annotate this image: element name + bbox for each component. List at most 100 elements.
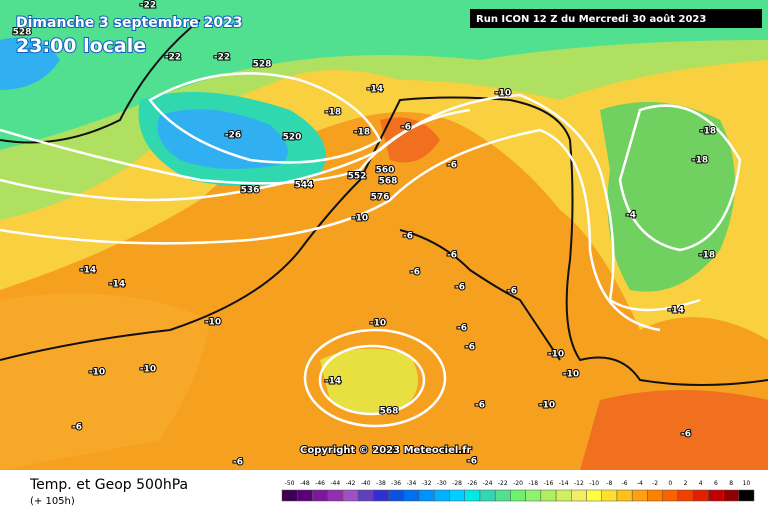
map-label: -6 <box>455 283 465 293</box>
legend-label: -44 <box>330 480 340 487</box>
legend-swatch <box>540 489 557 502</box>
legend-label: -26 <box>467 480 477 487</box>
legend-label: 6 <box>714 480 718 487</box>
legend-label: -12 <box>574 480 584 487</box>
legend-swatch <box>479 489 496 502</box>
legend-swatch <box>708 489 724 502</box>
map-label: -10 <box>205 318 221 328</box>
legend-swatch <box>692 489 709 502</box>
legend-label: -28 <box>452 480 462 487</box>
legend-label: 4 <box>699 480 703 487</box>
map-label: -22 <box>165 53 181 63</box>
legend-swatch <box>616 489 633 502</box>
legend-label: -16 <box>544 480 554 487</box>
map-label: 520 <box>283 133 302 143</box>
map-label: -4 <box>626 211 636 221</box>
map-label: 544 <box>295 181 314 191</box>
legend-swatch <box>677 489 694 502</box>
legend-swatch <box>312 489 328 502</box>
legend-swatch <box>723 489 740 502</box>
map-label: -14 <box>80 266 96 276</box>
map-label: -6 <box>72 423 82 433</box>
legend-label: -20 <box>513 480 523 487</box>
legend-label: -36 <box>391 480 401 487</box>
map-label: -22 <box>214 53 230 63</box>
map-label: -10 <box>89 368 105 378</box>
legend-swatch <box>449 489 465 502</box>
map-label: -22 <box>140 1 156 11</box>
map-label: -14 <box>109 280 125 290</box>
legend-swatch <box>373 489 389 502</box>
legend-label: -4 <box>637 480 643 487</box>
legend-swatch <box>601 489 618 502</box>
geopotential-contours <box>0 72 742 428</box>
date-label: Dimanche 3 septembre 2023 <box>16 15 243 31</box>
footer-title: Temp. et Geop 500hPa <box>29 477 188 493</box>
map-label: -10 <box>352 214 368 224</box>
legend-label: -24 <box>483 480 493 487</box>
legend-swatch <box>434 489 450 502</box>
legend-label: -34 <box>407 480 417 487</box>
map-label: -6 <box>467 457 477 467</box>
legend-label: -30 <box>437 480 447 487</box>
map-label: -6 <box>233 458 243 468</box>
legend-label: -42 <box>346 480 356 487</box>
copyright: Copyright © 2023 Meteociel.fr <box>300 445 471 456</box>
legend-swatch <box>510 489 526 502</box>
run-banner <box>470 9 762 28</box>
legend-swatch <box>281 489 298 502</box>
map-label: 552 <box>348 172 367 182</box>
map-label: -10 <box>548 350 564 360</box>
map-label: -6 <box>410 268 420 278</box>
legend-swatch <box>647 489 663 502</box>
map-label: -6 <box>465 343 475 353</box>
map-label: -6 <box>447 161 457 171</box>
map-label: -18 <box>700 127 716 137</box>
map-label: -6 <box>507 287 517 297</box>
map-label: -6 <box>457 324 467 334</box>
map-label: -18 <box>325 108 341 118</box>
legend-label: 10 <box>743 480 751 487</box>
map-label: -6 <box>401 123 411 133</box>
legend-swatch <box>571 489 587 502</box>
legend-swatch <box>525 489 542 502</box>
legend-label: -50 <box>285 480 295 487</box>
map-label: -6 <box>681 430 691 440</box>
legend-label: -32 <box>422 480 432 487</box>
legend-label: -40 <box>361 480 371 487</box>
map-label: 528 <box>253 60 272 70</box>
legend-swatch <box>296 489 313 502</box>
map-label: -18 <box>699 251 715 261</box>
map-label: 568 <box>379 177 398 187</box>
map-label: -18 <box>692 156 708 166</box>
map-label: 560 <box>376 166 395 176</box>
map-label: -14 <box>367 85 383 95</box>
legend-label: -48 <box>300 480 310 487</box>
map-label: -14 <box>668 306 684 316</box>
map-labels: -22 -22 -22 528 528 -18 -18 -18 -18 -26 … <box>12 0 718 469</box>
map-label: 576 <box>371 193 390 203</box>
legend-label: -8 <box>606 480 612 487</box>
legend-swatch <box>342 489 359 502</box>
map-label: -10 <box>539 401 555 411</box>
legend-label: -22 <box>498 480 508 487</box>
legend-swatch <box>631 489 648 502</box>
map-label: -14 <box>325 377 341 387</box>
legend-label: -10 <box>589 480 599 487</box>
map-label: -10 <box>140 365 156 375</box>
map-label: -10 <box>495 89 511 99</box>
legend-swatch <box>403 489 420 502</box>
legend-label: 0 <box>668 480 672 487</box>
legend-swatch <box>662 489 679 502</box>
legend-swatch <box>418 489 435 502</box>
map-label: 528 <box>13 28 32 38</box>
legend-swatch <box>388 489 405 502</box>
legend-label: -2 <box>652 480 658 487</box>
legend-swatch <box>327 489 344 502</box>
footer-lead: (+ 105h) <box>30 496 75 507</box>
legend-label: -6 <box>622 480 628 487</box>
legend-label: -18 <box>528 480 538 487</box>
legend: -50 -48 -46 -44 -42 -40 -38 -36 -34 -32 -30 -28 -26-… <box>281 480 755 502</box>
legend-swatch <box>357 489 374 502</box>
